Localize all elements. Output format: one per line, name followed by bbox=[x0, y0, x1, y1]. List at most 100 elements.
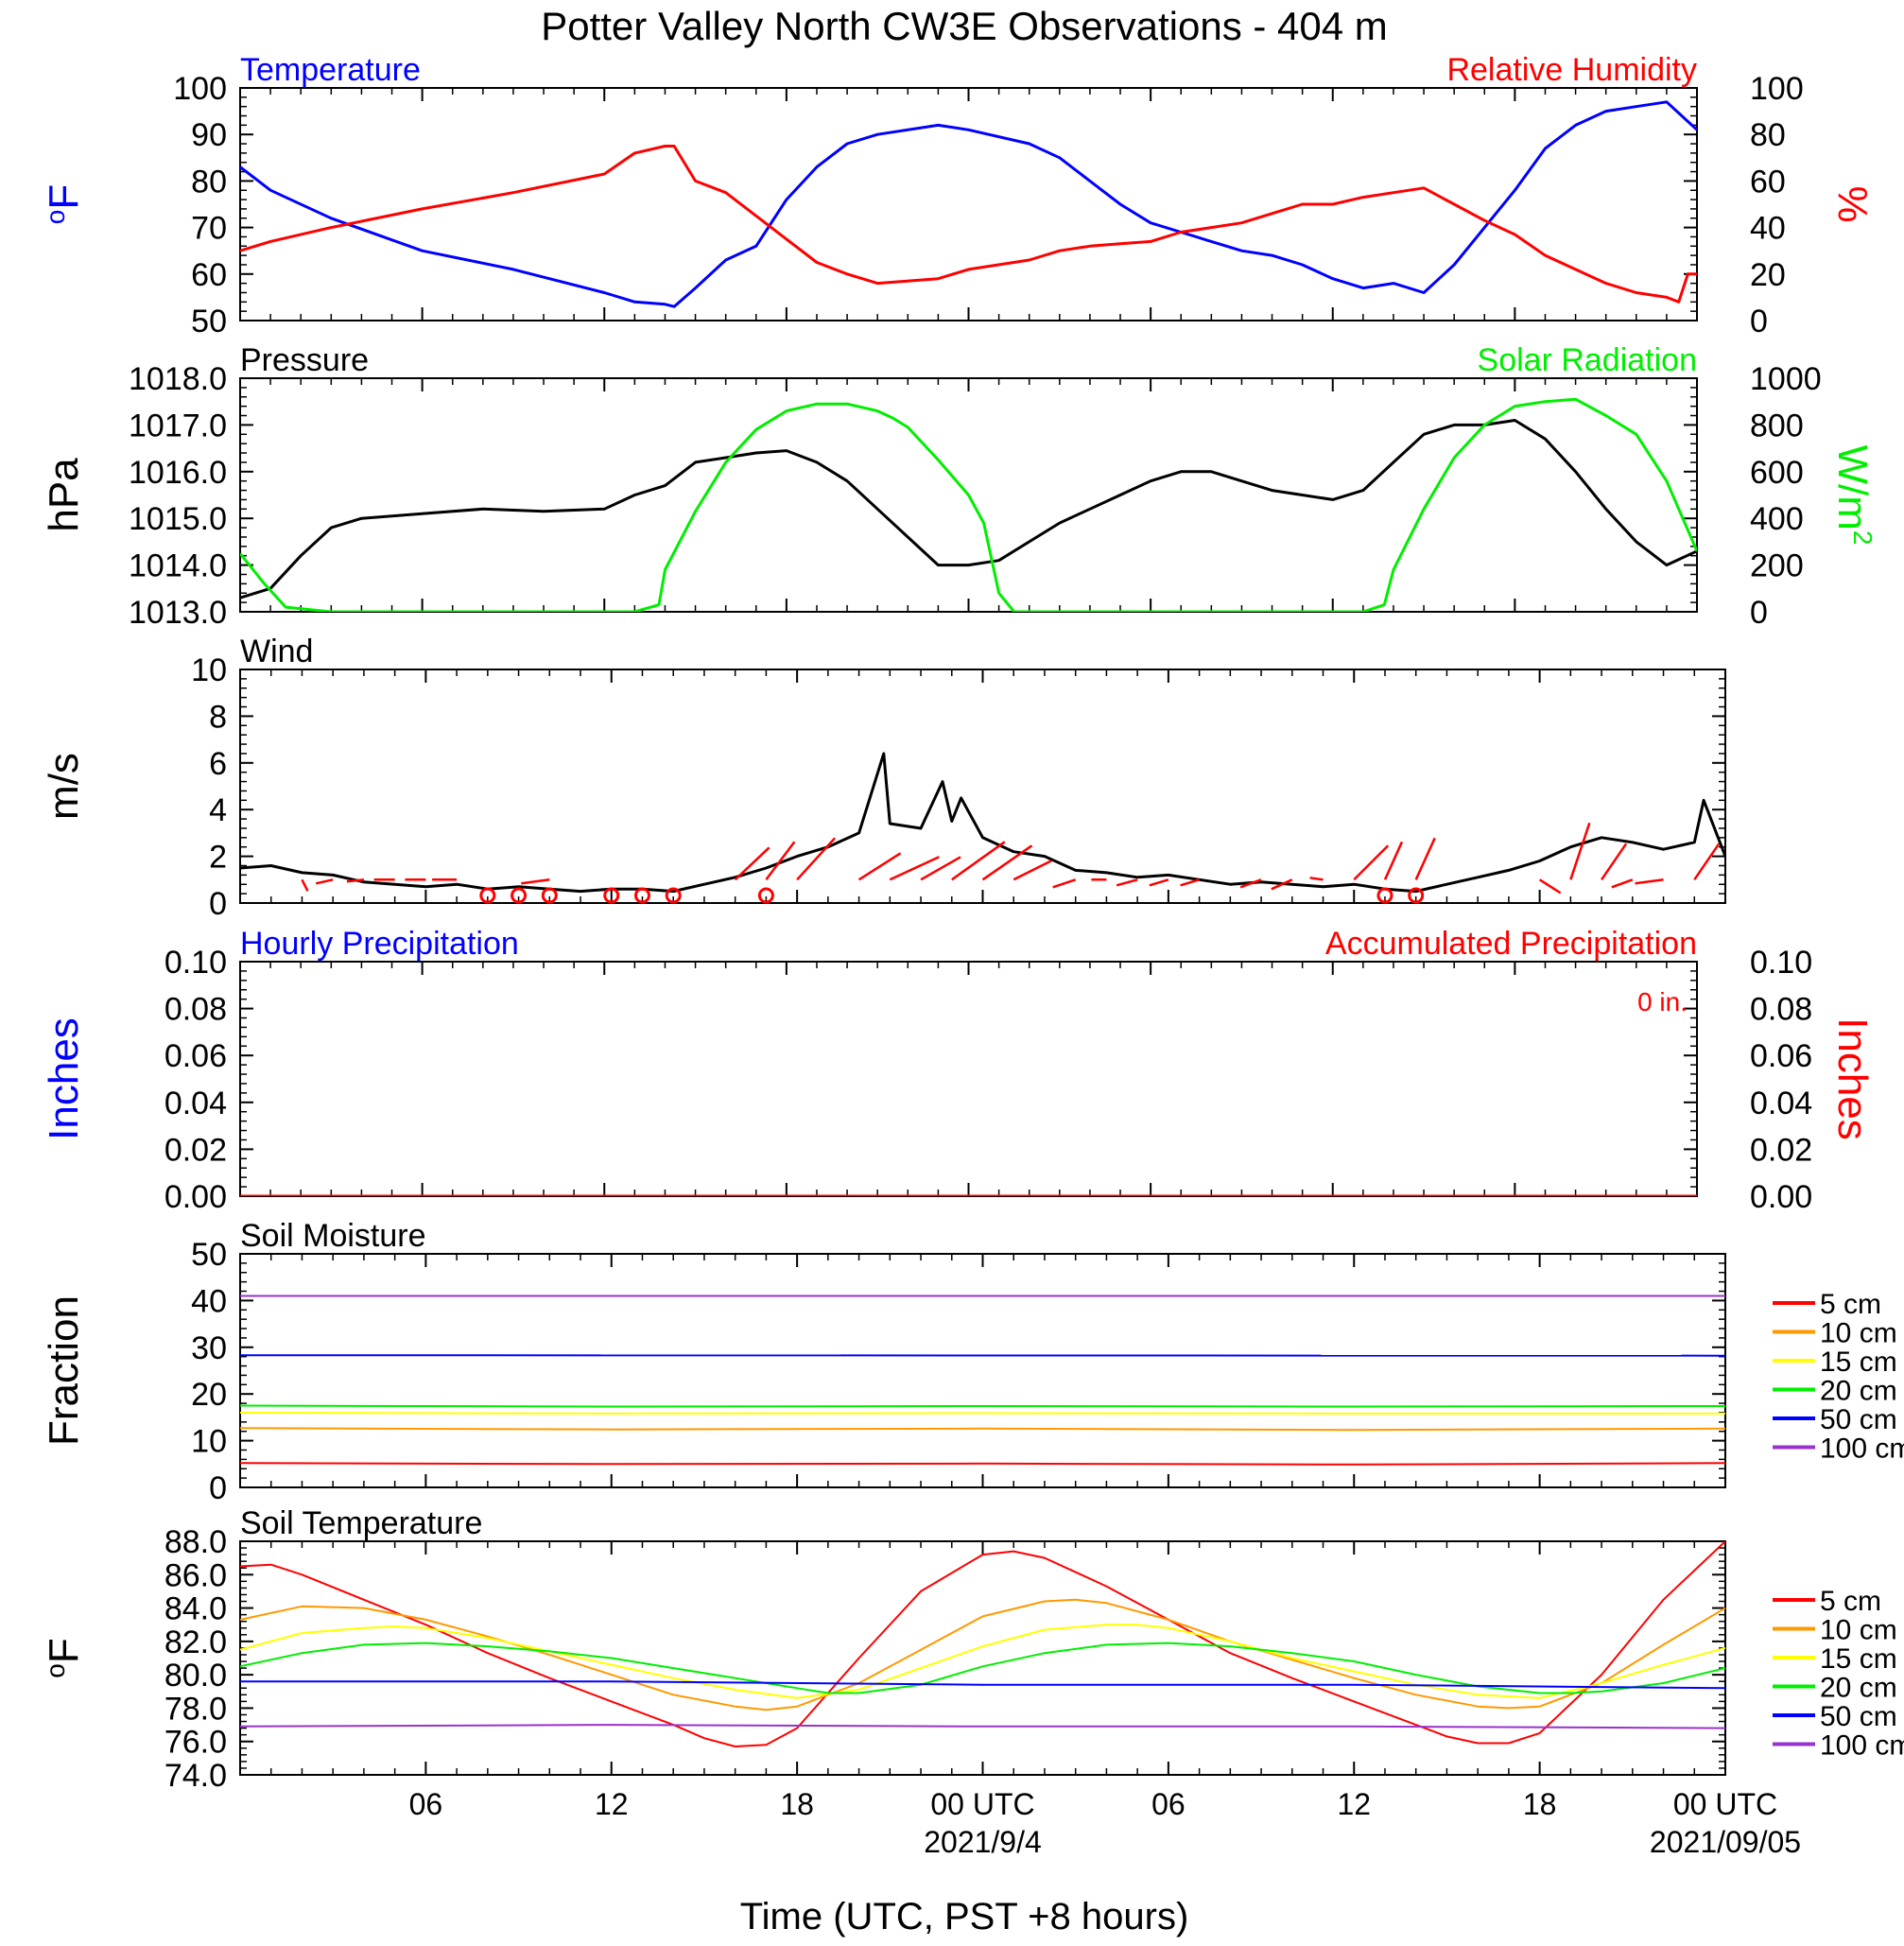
y-right-tick-label: 80 bbox=[1750, 117, 1786, 153]
y-tick-label: 4 bbox=[209, 792, 227, 828]
x-tick-label: 06 bbox=[409, 1787, 443, 1821]
wind-barb bbox=[1383, 841, 1404, 880]
series-line-blue bbox=[240, 100, 1697, 308]
y-axis-label-left: Inches bbox=[41, 1017, 87, 1140]
calm-wind-circle bbox=[511, 887, 528, 904]
wind-barb bbox=[981, 844, 1033, 881]
y-tick-label: 0.08 bbox=[164, 992, 227, 1028]
series-line-10-cm bbox=[240, 1427, 1725, 1432]
y-tick-label: 0 bbox=[209, 886, 227, 922]
wind-barb bbox=[1052, 878, 1077, 889]
calm-wind-circle bbox=[479, 887, 496, 904]
wind-barb bbox=[920, 856, 961, 881]
panel-title-left: Soil Moisture bbox=[240, 1218, 426, 1254]
y-axis-label-left: oF bbox=[41, 1638, 87, 1677]
y-tick-label: 88.0 bbox=[164, 1524, 227, 1560]
x-tick-label: 00 UTC bbox=[1673, 1787, 1777, 1821]
y-tick-label: 10 bbox=[191, 1424, 227, 1460]
y-tick-label: 0.04 bbox=[164, 1086, 227, 1121]
series-line-50-cm bbox=[240, 1680, 1725, 1690]
panel-title-left: Hourly Precipitation bbox=[240, 926, 519, 962]
panel-pressure_solar: 1013.0 1014.0 1015.0 1016.0 1017.0 1018.0 0 200… bbox=[41, 342, 1878, 631]
wind-barb bbox=[1414, 837, 1436, 880]
legend-label: 15 cm bbox=[1820, 1643, 1897, 1675]
y-right-tick-label: 0.04 bbox=[1750, 1086, 1812, 1121]
y-right-tick-label: 60 bbox=[1750, 164, 1786, 200]
y-tick-label: 1018.0 bbox=[129, 361, 227, 397]
y-tick-label: 86.0 bbox=[164, 1557, 227, 1593]
y-tick-label: 50 bbox=[191, 304, 227, 339]
wind-barb bbox=[1180, 878, 1200, 887]
calm-wind-circle bbox=[1376, 887, 1393, 904]
y-tick-label: 1015.0 bbox=[129, 501, 227, 537]
panel-wind: 0 2 4 6 8 10 Wind m/s bbox=[41, 634, 1726, 922]
series-line-15-cm bbox=[240, 1412, 1725, 1415]
y-tick-label: 30 bbox=[191, 1330, 227, 1366]
wind-barb bbox=[734, 846, 770, 881]
y-tick-label: 2 bbox=[209, 840, 227, 876]
wind-barb bbox=[346, 878, 365, 883]
y-right-tick-label: 400 bbox=[1750, 501, 1804, 537]
y-right-tick-label: 600 bbox=[1750, 455, 1804, 491]
y-tick-label: 40 bbox=[191, 1283, 227, 1319]
wind-barb bbox=[889, 856, 940, 881]
wind-barb bbox=[951, 841, 1006, 881]
wind-barb bbox=[1693, 843, 1721, 881]
y-right-tick-label: 0.08 bbox=[1750, 992, 1812, 1028]
series-line-green bbox=[240, 397, 1697, 612]
calm-wind-circle bbox=[603, 887, 620, 904]
y-right-tick-label: 0.06 bbox=[1750, 1038, 1812, 1074]
wind-barb bbox=[1149, 878, 1169, 887]
y-axis-label-left: oF bbox=[41, 184, 87, 224]
y-tick-label: 0.06 bbox=[164, 1038, 227, 1074]
y-right-tick-label: 0.10 bbox=[1750, 945, 1812, 981]
legend-label: 20 cm bbox=[1820, 1376, 1897, 1407]
y-tick-label: 1017.0 bbox=[129, 408, 227, 443]
wind-barb bbox=[1239, 878, 1262, 889]
wind-barb bbox=[1013, 860, 1052, 881]
y-tick-label: 80.0 bbox=[164, 1658, 227, 1694]
y-axis-label-left: Fraction bbox=[41, 1295, 87, 1446]
series-line-black bbox=[240, 752, 1725, 894]
y-tick-label: 0.00 bbox=[164, 1179, 227, 1215]
series-line-red bbox=[240, 145, 1697, 304]
calm-wind-circle bbox=[665, 887, 682, 904]
y-right-tick-label: 0.02 bbox=[1750, 1132, 1812, 1168]
accumulated-annotation: 0 in. bbox=[1637, 987, 1688, 1016]
y-axis-label-left: hPa bbox=[41, 458, 87, 532]
wind-barb bbox=[1116, 878, 1138, 887]
x-tick-label: 06 bbox=[1151, 1787, 1186, 1821]
y-tick-label: 8 bbox=[209, 699, 227, 735]
wind-barb bbox=[1353, 844, 1390, 881]
y-right-tick-label: 200 bbox=[1750, 548, 1804, 584]
wind-barb bbox=[1569, 822, 1591, 880]
y-right-tick-label: 0 bbox=[1750, 304, 1768, 339]
x-tick-label: 18 bbox=[780, 1787, 814, 1821]
wind-barb bbox=[1309, 877, 1324, 881]
legend-label: 50 cm bbox=[1820, 1701, 1897, 1732]
wind-barb bbox=[1271, 878, 1293, 891]
wind-barb bbox=[1538, 878, 1562, 895]
calm-wind-circle bbox=[1408, 887, 1425, 904]
y-axis-label-right: W/m2 bbox=[1829, 445, 1878, 546]
series-line-black bbox=[240, 419, 1697, 599]
legend-label: 15 cm bbox=[1820, 1347, 1897, 1378]
series-line-5-cm bbox=[240, 1462, 1725, 1466]
x-date-label: 2021/09/05 bbox=[1650, 1825, 1801, 1859]
y-axis-label-right: Inches bbox=[1829, 1017, 1876, 1140]
panel-title-left: Pressure bbox=[240, 342, 369, 378]
y-tick-label: 80 bbox=[191, 164, 227, 200]
y-tick-label: 84.0 bbox=[164, 1591, 227, 1627]
wind-barb bbox=[1611, 878, 1634, 889]
calm-wind-circle bbox=[633, 887, 650, 904]
y-axis-label-right: % bbox=[1829, 185, 1876, 222]
y-right-tick-label: 0.00 bbox=[1750, 1179, 1812, 1215]
legend-label: 5 cm bbox=[1820, 1586, 1881, 1617]
panel-title-left: Soil Temperature bbox=[240, 1505, 482, 1541]
y-tick-label: 0.10 bbox=[164, 945, 227, 981]
y-tick-label: 10 bbox=[191, 652, 227, 688]
y-tick-label: 6 bbox=[209, 746, 227, 782]
y-axis-label-left: m/s bbox=[41, 753, 87, 820]
